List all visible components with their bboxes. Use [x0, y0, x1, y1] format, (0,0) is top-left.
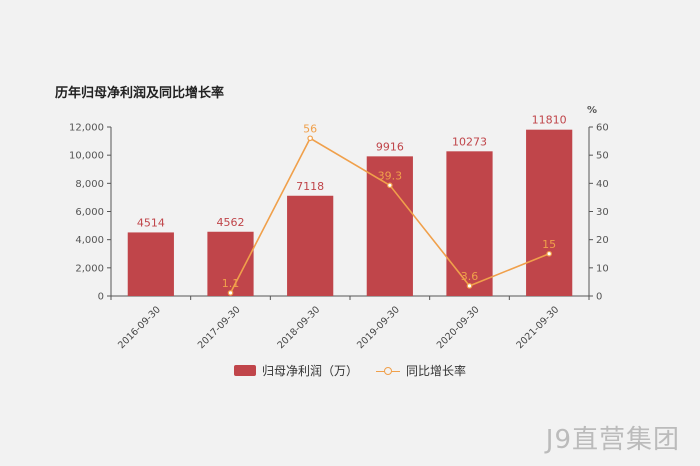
- y-left-tick-label: 10,000: [69, 151, 104, 162]
- legend-line-swatch: [376, 365, 400, 377]
- chart-title: 历年归母净利润及同比增长率: [55, 86, 225, 101]
- x-tick-label: 2018-09-30: [275, 304, 322, 351]
- bar-value-label: 7118: [296, 180, 324, 193]
- y-left-tick-label: 4,000: [75, 235, 104, 246]
- y-right-tick-label: 40: [596, 179, 609, 190]
- y-right-tick-label: 20: [596, 235, 609, 246]
- y-right-tick-label: 30: [596, 207, 609, 218]
- line-value-label: 15: [542, 238, 556, 251]
- x-tick-label: 2019-09-30: [355, 304, 402, 351]
- line-value-label: 39.3: [378, 169, 403, 182]
- line-point: [227, 290, 234, 296]
- y-left-tick-label: 6,000: [75, 207, 104, 218]
- bar-value-label: 11810: [532, 114, 567, 127]
- bar-value-label: 10273: [452, 135, 487, 148]
- legend: 归母净利润（万） 同比增长率: [0, 362, 700, 379]
- y-left-tick-label: 8,000: [75, 179, 104, 190]
- legend-line-label: 同比增长率: [406, 364, 467, 378]
- y-left-tick-label: 12,000: [69, 123, 104, 134]
- x-tick-label: 2020-09-30: [435, 304, 482, 351]
- line-point: [307, 135, 313, 142]
- legend-item-bar[interactable]: 归母净利润（万）: [233, 362, 358, 379]
- y-left-tick-label: 2,000: [75, 263, 104, 274]
- bar: [287, 195, 334, 296]
- line-value-label: 1.1: [222, 277, 240, 290]
- y-left-tick-label: 0: [98, 292, 104, 303]
- bar-value-label: 9916: [376, 140, 404, 153]
- x-tick-label: 2016-09-30: [116, 304, 163, 351]
- x-tick-label: 2021-09-30: [514, 304, 561, 351]
- legend-item-line[interactable]: 同比增长率: [376, 362, 466, 379]
- bar: [446, 151, 493, 296]
- y-right-tick-label: 50: [596, 151, 609, 162]
- bar-value-label: 4514: [137, 216, 165, 229]
- bar: [366, 156, 413, 296]
- line-value-label: 3.6: [461, 270, 479, 283]
- bar: [526, 129, 573, 296]
- bar: [127, 232, 174, 296]
- y-right-axis-unit: %: [587, 105, 597, 116]
- y-right-tick-label: 10: [596, 263, 609, 274]
- line-point: [466, 283, 473, 289]
- line-point: [387, 182, 393, 189]
- x-tick-label: 2017-09-30: [196, 304, 243, 351]
- legend-bar-swatch: [233, 365, 256, 376]
- legend-bar-label: 归母净利润（万）: [261, 364, 358, 378]
- y-right-tick-label: 60: [596, 123, 609, 134]
- line-point: [546, 250, 552, 257]
- bar-value-label: 4562: [217, 216, 245, 229]
- line-value-label: 56: [303, 122, 317, 135]
- watermark: J9直营集团: [545, 425, 680, 455]
- y-right-tick-label: 0: [596, 292, 602, 303]
